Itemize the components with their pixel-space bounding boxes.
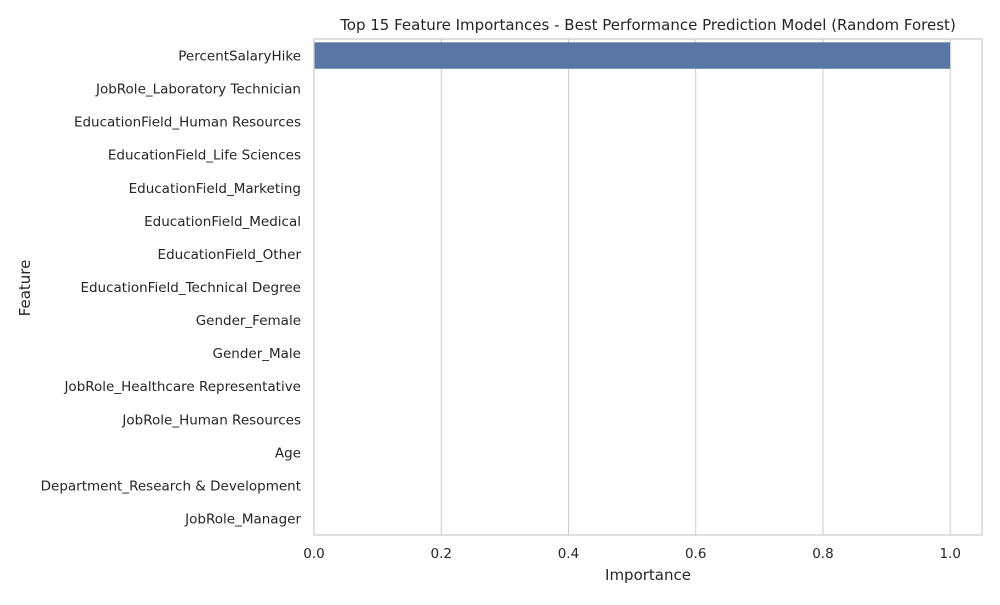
x-tick-label-0: 0.0	[303, 546, 324, 562]
x-tick-labels: 0.0 0.2 0.4 0.6 0.8 1.0	[303, 546, 961, 562]
y-tick-labels: PercentSalaryHike JobRole_Laboratory Tech…	[41, 49, 302, 528]
y-tick-label-14: JobRole_Manager	[184, 511, 301, 527]
y-tick-label-11: JobRole_Human Resources	[121, 412, 301, 428]
y-tick-label-2: EducationField_Human Resources	[74, 115, 301, 131]
y-axis-label: Feature	[16, 260, 34, 317]
y-tick-label-0: PercentSalaryHike	[178, 49, 301, 65]
y-tick-label-8: Gender_Female	[196, 313, 301, 329]
y-tick-label-5: EducationField_Medical	[144, 214, 301, 230]
y-tick-label-10: JobRole_Healthcare Representative	[63, 379, 301, 395]
plot-frame	[313, 38, 983, 536]
bar-0	[314, 42, 951, 69]
x-tick-label-5: 1.0	[939, 546, 960, 562]
x-tick-label-3: 0.6	[685, 546, 706, 562]
x-tick-label-1: 0.2	[430, 546, 451, 562]
x-tick-label-2: 0.4	[558, 546, 579, 562]
plot-border	[313, 38, 983, 536]
x-axis-label: Importance	[605, 566, 691, 584]
x-tick-label-4: 0.8	[812, 546, 833, 562]
y-tick-label-12: Age	[275, 445, 301, 461]
y-tick-label-13: Department_Research & Development	[41, 478, 301, 494]
chart-title: Top 15 Feature Importances - Best Perfor…	[339, 16, 956, 34]
y-tick-label-1: JobRole_Laboratory Technician	[95, 82, 301, 98]
bars	[314, 42, 951, 69]
y-tick-label-9: Gender_Male	[213, 346, 301, 362]
grid-lines	[313, 39, 951, 535]
y-tick-label-4: EducationField_Marketing	[129, 181, 301, 197]
y-tick-label-7: EducationField_Technical Degree	[80, 280, 301, 296]
y-tick-label-6: EducationField_Other	[158, 247, 302, 263]
y-tick-label-3: EducationField_Life Sciences	[108, 148, 301, 164]
